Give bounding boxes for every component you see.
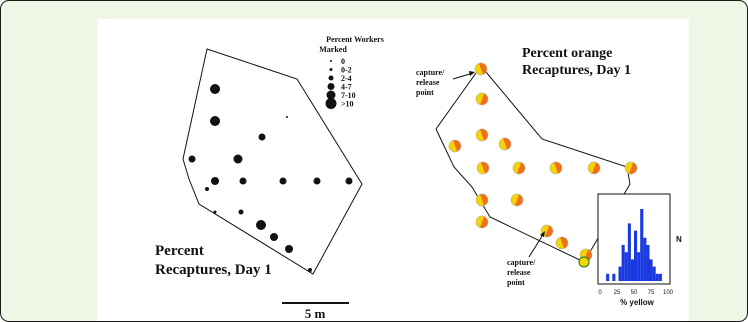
recapture-marker: [475, 215, 489, 229]
recapture-dot: [308, 268, 312, 272]
left-title-line2: Recaptures, Day 1: [155, 262, 272, 278]
recapture-dot: [270, 233, 278, 241]
histogram-x-tick: 25: [614, 290, 621, 296]
recapture-dot: [285, 245, 293, 253]
recapture-dot: [233, 154, 243, 164]
legend: Percent Workers Marked 00-22-44-77-10>10: [319, 35, 384, 109]
right-plot-outline: [435, 65, 631, 263]
histogram-bar: [646, 245, 650, 281]
recapture-marker: [549, 161, 563, 175]
recapture-dot: [286, 116, 288, 118]
recapture-marker: [512, 161, 526, 175]
recapture-dot: [258, 133, 266, 141]
histogram-bar: [634, 230, 638, 281]
capture-label-top-line3: point: [416, 88, 434, 97]
legend-label: 0: [341, 57, 345, 66]
left-map: 5 m Percent Recaptures, Day 1: [155, 48, 363, 321]
histogram-bar: [655, 273, 659, 281]
recapture-dot: [188, 155, 196, 163]
legend-label: 7-10: [341, 91, 356, 100]
recapture-marker: [474, 62, 488, 76]
recapture-marker: [475, 92, 489, 106]
scale-bar-label: 5 m: [305, 306, 326, 321]
capture-label-top-line1: capture/: [416, 68, 445, 77]
histogram-bar: [649, 259, 653, 281]
histogram-bar: [618, 266, 622, 281]
figure-canvas: 5 m Percent Recaptures, Day 1 Percent Wo…: [155, 35, 682, 321]
capture-label-bottom-line2: release: [507, 268, 531, 277]
recapture-dot: [211, 177, 219, 185]
orange-recapture-markers: [448, 62, 638, 268]
legend-label: 0-2: [341, 66, 352, 75]
legend-symbol: [330, 60, 332, 62]
recapture-dot: [210, 84, 220, 94]
recapture-marker: [475, 193, 489, 207]
recapture-dot: [345, 177, 353, 185]
histogram-bar: [652, 266, 656, 281]
recapture-dot: [313, 177, 321, 185]
histogram-x-label: % yellow: [620, 298, 655, 307]
legend-symbol: [327, 83, 335, 90]
histogram-bar: [630, 259, 634, 281]
right-map: Percent orange Recaptures, Day 1 capture…: [416, 46, 638, 287]
histogram-y-label: N: [676, 235, 682, 244]
recapture-dot: [256, 220, 266, 230]
histogram-bars: [606, 209, 662, 281]
recapture-dot: [213, 210, 217, 214]
recapture-marker: [624, 161, 638, 175]
histogram-x-tick: 50: [631, 290, 638, 296]
histogram-x-tick: 75: [648, 290, 655, 296]
legend-symbol: [329, 68, 333, 71]
recapture-dot: [279, 177, 287, 185]
inset-histogram: 0 25 50 75 100 N % yellow: [597, 193, 682, 307]
legend-symbol: [328, 75, 334, 81]
capture-label-top-line2: release: [416, 78, 440, 87]
capture-arrowhead-bottom: [540, 231, 545, 237]
histogram-bar: [624, 252, 628, 281]
legend-label: >10: [341, 100, 354, 109]
recapture-marker: [587, 161, 601, 175]
histogram-x-tick: 0: [598, 290, 602, 296]
capture-arrow-bottom: [528, 232, 545, 258]
legend-symbol: [325, 98, 337, 109]
recapture-marker: [510, 193, 524, 207]
histogram-bar: [658, 273, 662, 281]
recapture-dot: [210, 116, 220, 126]
legend-title-line2: Marked: [319, 45, 347, 54]
histogram-bar: [640, 209, 644, 281]
recapture-dot: [239, 177, 247, 185]
recapture-marker: [475, 128, 489, 142]
legend-title-line1: Percent Workers: [326, 35, 384, 44]
recapture-marker: [555, 236, 569, 250]
recapture-dot: [205, 187, 209, 191]
histogram-bar: [643, 237, 647, 281]
right-title-line1: Percent orange: [522, 46, 612, 61]
legend-label: 4-7: [341, 83, 352, 92]
capture-point-marker: [578, 256, 590, 268]
right-title-line2: Recaptures, Day 1: [522, 63, 631, 78]
recapture-marker: [476, 161, 490, 175]
histogram-x-tick: 100: [663, 290, 674, 296]
histogram-bar: [637, 252, 641, 281]
recapture-dot: [238, 209, 244, 215]
histogram-bar: [612, 273, 616, 281]
capture-arrowhead-top: [469, 71, 475, 76]
left-title-line1: Percent: [155, 243, 204, 259]
legend-items: 00-22-44-77-10>10: [325, 57, 356, 109]
histogram-bar: [627, 223, 631, 281]
histogram-x-ticks: 0 25 50 75 100: [598, 290, 673, 296]
legend-symbol: [326, 90, 336, 100]
capture-label-bottom-line3: point: [507, 278, 525, 287]
recapture-marker: [498, 137, 512, 151]
recapture-marker: [448, 139, 462, 153]
capture-label-bottom-line1: capture/: [507, 258, 536, 267]
left-plot-outline: [182, 48, 363, 275]
figure-panel: 5 m Percent Recaptures, Day 1 Percent Wo…: [97, 19, 689, 321]
histogram-bar: [621, 245, 625, 281]
recapture-dots: [188, 84, 353, 272]
legend-label: 2-4: [341, 74, 352, 83]
histogram-bar: [606, 273, 610, 281]
